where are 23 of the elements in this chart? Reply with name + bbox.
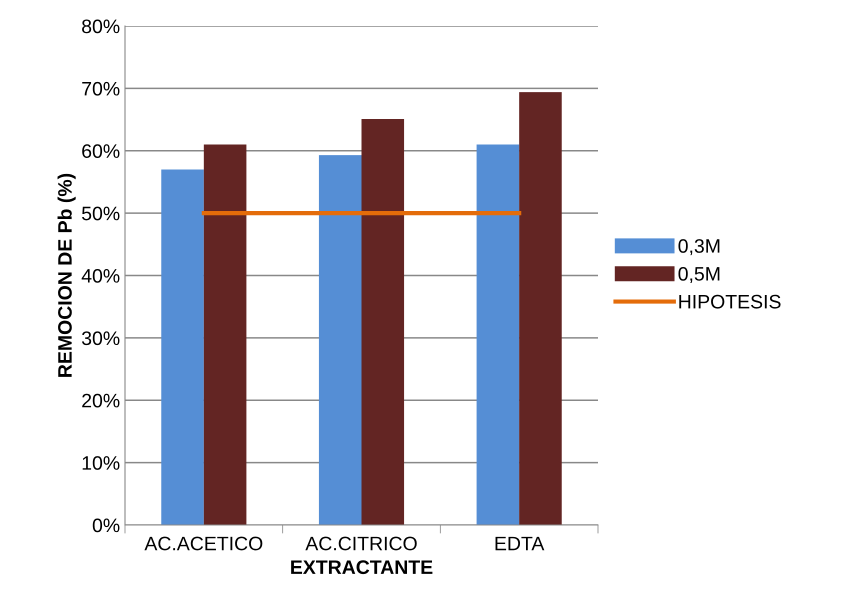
y-tick-label: 50%	[82, 206, 120, 220]
bar	[362, 118, 404, 525]
y-tick-label: 80%	[82, 19, 120, 34]
y-axis-title: REMOCION DE Pb (%)	[58, 174, 76, 377]
legend-label: 0,3M	[678, 239, 720, 256]
bar	[204, 144, 246, 525]
legend-label: HIPOTESIS	[679, 294, 781, 309]
bar	[161, 169, 204, 525]
bar	[519, 92, 562, 525]
legend-label: 0,5M	[678, 266, 720, 284]
x-tick-label: EDTA	[496, 536, 544, 550]
x-tick-label: AC.CITRICO	[305, 536, 417, 550]
y-tick-label: 40%	[82, 268, 120, 283]
y-tick-label: 30%	[82, 331, 120, 346]
x-axis-title: EXTRACTANTE	[291, 560, 432, 574]
y-tick-label: 20%	[82, 394, 120, 408]
y-tick-label: 70%	[82, 82, 120, 96]
bar	[476, 144, 520, 525]
y-tick-label: 10%	[82, 456, 120, 470]
y-tick-label: 60%	[82, 144, 120, 158]
x-tick-label: AC.ACETICO	[144, 536, 262, 550]
bar	[318, 155, 362, 525]
y-tick-label: 0%	[92, 518, 120, 532]
